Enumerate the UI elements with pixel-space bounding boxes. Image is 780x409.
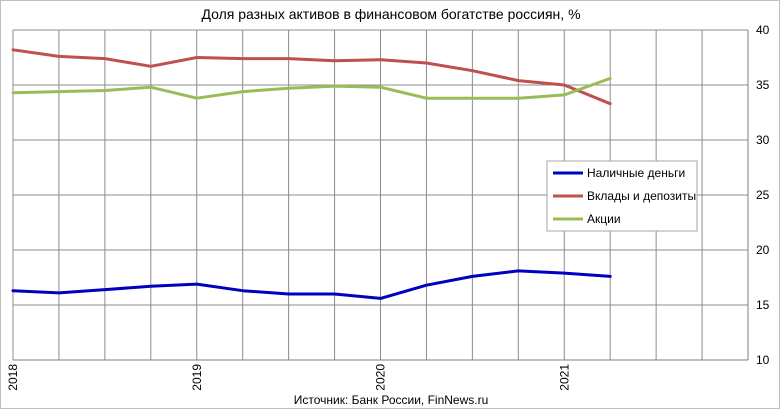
x-tick-label: 2021 <box>557 364 571 391</box>
y-tick-label: 30 <box>756 133 770 147</box>
series-line-deposits <box>11 48 612 106</box>
chart-title: Доля разных активов в финансовом богатст… <box>201 6 580 22</box>
axes: 10 15 20 25 30 35 40 2018 2019 2020 2021 <box>6 23 770 391</box>
y-tick-label: 40 <box>756 23 770 37</box>
legend-label-cash: Наличные деньги <box>587 166 685 180</box>
y-tick-label: 10 <box>756 353 770 367</box>
x-tick-label: 2020 <box>374 364 388 391</box>
series-lines <box>11 48 612 300</box>
source-note: Источник: Банк России, FinNews.ru <box>294 393 489 407</box>
y-tick-label: 15 <box>756 298 770 312</box>
series-line-cash <box>11 269 612 300</box>
legend: Наличные деньги Вклады и депозиты Акции <box>546 160 698 232</box>
x-tick-label: 2018 <box>6 364 20 391</box>
series-line-stocks <box>11 76 612 100</box>
legend-label-stocks: Акции <box>587 212 621 226</box>
y-tick-label: 35 <box>756 78 770 92</box>
legend-label-deposits: Вклады и депозиты <box>587 189 696 203</box>
y-tick-label: 20 <box>756 243 770 257</box>
x-tick-label: 2019 <box>190 364 204 391</box>
y-tick-label: 25 <box>756 188 770 202</box>
